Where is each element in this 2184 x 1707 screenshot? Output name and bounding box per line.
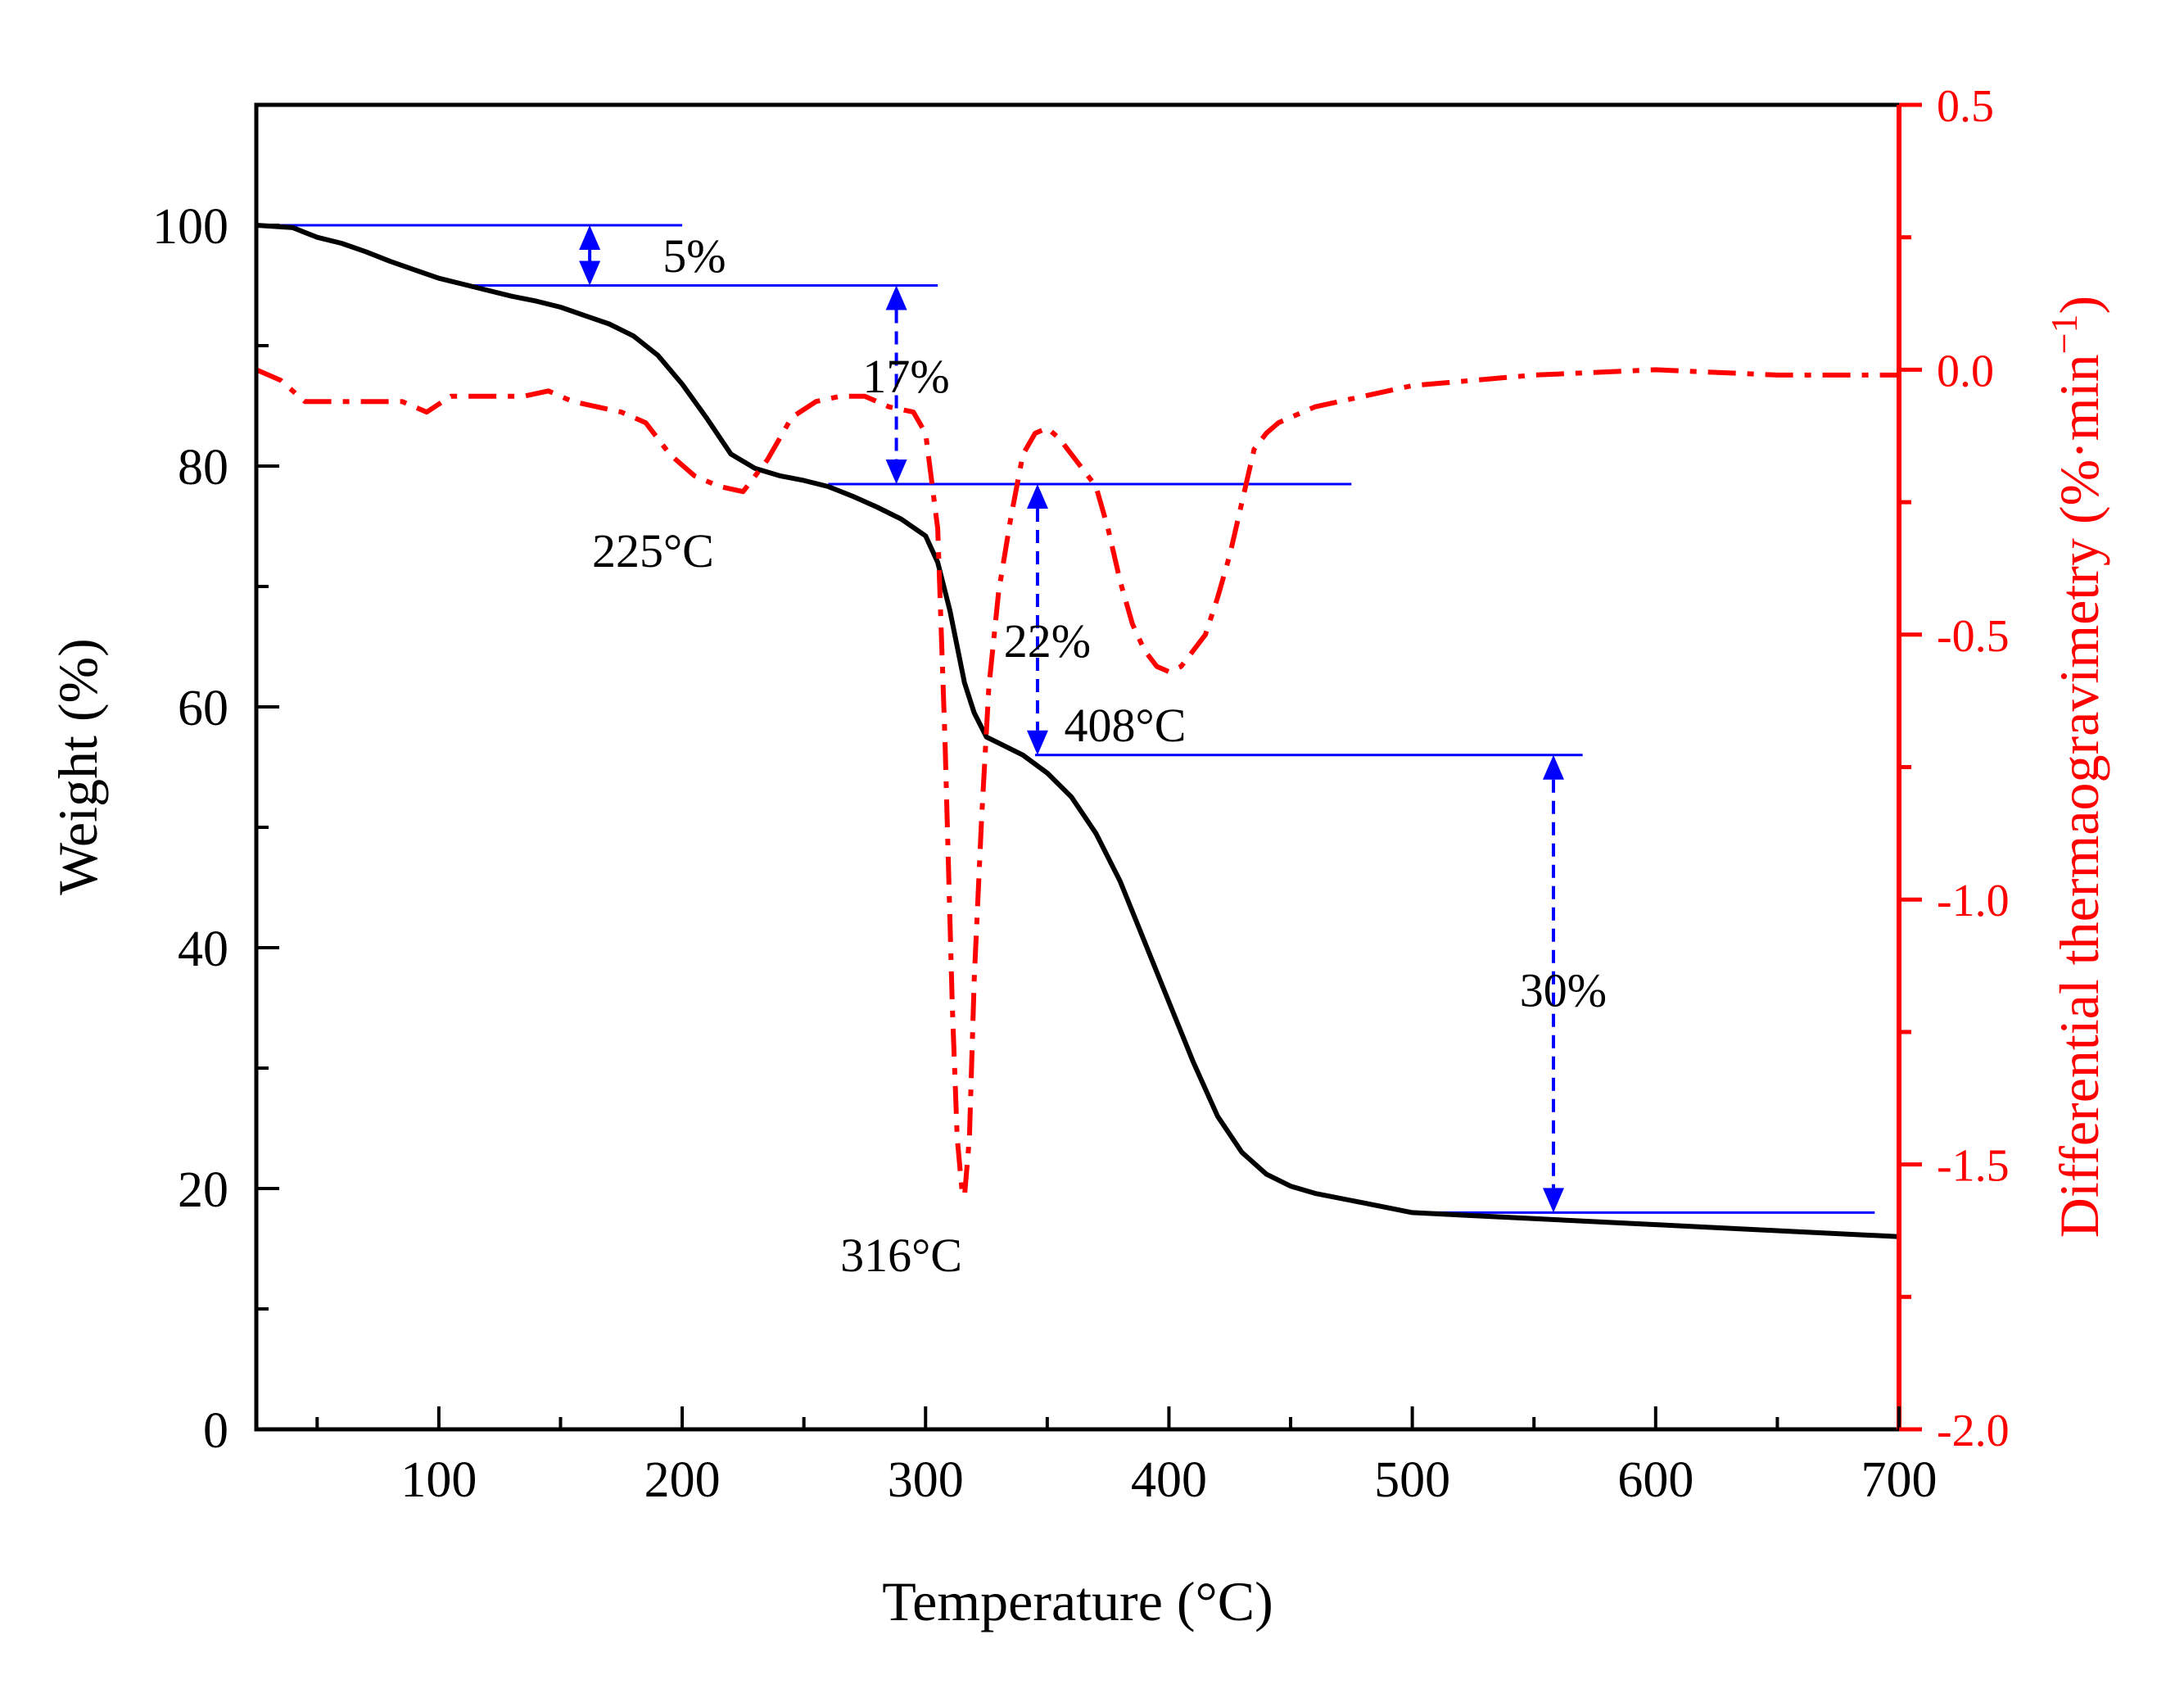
y-left-tick-label-100: 100 xyxy=(152,199,228,255)
y-right-tick-label-0: -2.0 xyxy=(1937,1406,2010,1456)
y-right-tick-label-5: 0.5 xyxy=(1937,81,1994,132)
y-axis-title-left: Weight (%) xyxy=(47,638,109,895)
arrow-head-down-1 xyxy=(885,460,907,485)
annotation-4: 225°C xyxy=(592,524,714,577)
x-tick-label-500: 500 xyxy=(1374,1452,1450,1508)
tick-labels: 100 200 300 400 500 600 700 0 20 40 60 80 100 -2.0 -1.… xyxy=(152,81,2010,1508)
x-tick-label-700: 700 xyxy=(1861,1452,1938,1508)
annotation-1: 17% xyxy=(862,350,949,403)
percent-arrows xyxy=(579,225,1564,1213)
annotation-6: 408°C xyxy=(1065,699,1187,752)
y-right-tick-label-2: -1.0 xyxy=(1937,876,2010,926)
y-right-tick-label-3: -0.5 xyxy=(1937,611,2010,662)
annotation-0: 5% xyxy=(662,229,726,283)
y-right-tick-label-1: -1.5 xyxy=(1937,1141,2010,1192)
x-tick-label-100: 100 xyxy=(400,1452,477,1508)
annotation-5: 316°C xyxy=(840,1229,962,1282)
annotation-3: 30% xyxy=(1520,963,1607,1017)
series-dtg xyxy=(255,367,1899,1199)
y-left-tick-label-80: 80 xyxy=(178,440,228,496)
annotations: 5% 17% 22% 30% 225°C 316°C 408°C xyxy=(592,229,1607,1282)
arrow-head-down-0 xyxy=(579,260,601,286)
y-left-tick-label-0: 0 xyxy=(203,1403,228,1459)
series-lines xyxy=(255,223,1900,1239)
y-axis-title-right-sup: −1 xyxy=(2043,314,2085,354)
annotation-2: 22% xyxy=(1004,614,1091,668)
x-tick-label-300: 300 xyxy=(888,1452,964,1508)
y-right-tick-label-4: 0.0 xyxy=(1937,346,1994,396)
y-axis-title-right-close: ) xyxy=(2048,296,2110,315)
y-axis-title-right-base: Differential thermaogravimetry (%·min xyxy=(2048,354,2110,1238)
plot-frame xyxy=(254,102,1901,1432)
y-axis-title-right: Differential thermaogravimetry (%·min−1) xyxy=(2043,296,2110,1238)
axis-ticks xyxy=(256,102,1922,1432)
x-axis-title: Temperature (°C) xyxy=(882,1570,1273,1632)
y-left-tick-label-40: 40 xyxy=(178,921,228,977)
series-weight xyxy=(255,223,1900,1239)
arrow-head-up-3 xyxy=(1542,754,1564,780)
arrow-head-down-3 xyxy=(1542,1188,1564,1213)
guide-lines xyxy=(268,224,1875,1214)
arrow-head-up-0 xyxy=(579,225,601,250)
y-left-tick-label-60: 60 xyxy=(178,681,228,736)
x-tick-label-200: 200 xyxy=(644,1452,721,1508)
y-left-tick-label-20: 20 xyxy=(178,1162,228,1218)
arrow-head-down-2 xyxy=(1026,730,1048,755)
arrow-head-up-1 xyxy=(885,285,907,310)
x-tick-label-600: 600 xyxy=(1617,1452,1693,1508)
arrow-head-up-2 xyxy=(1026,484,1048,509)
x-tick-label-400: 400 xyxy=(1131,1452,1207,1508)
